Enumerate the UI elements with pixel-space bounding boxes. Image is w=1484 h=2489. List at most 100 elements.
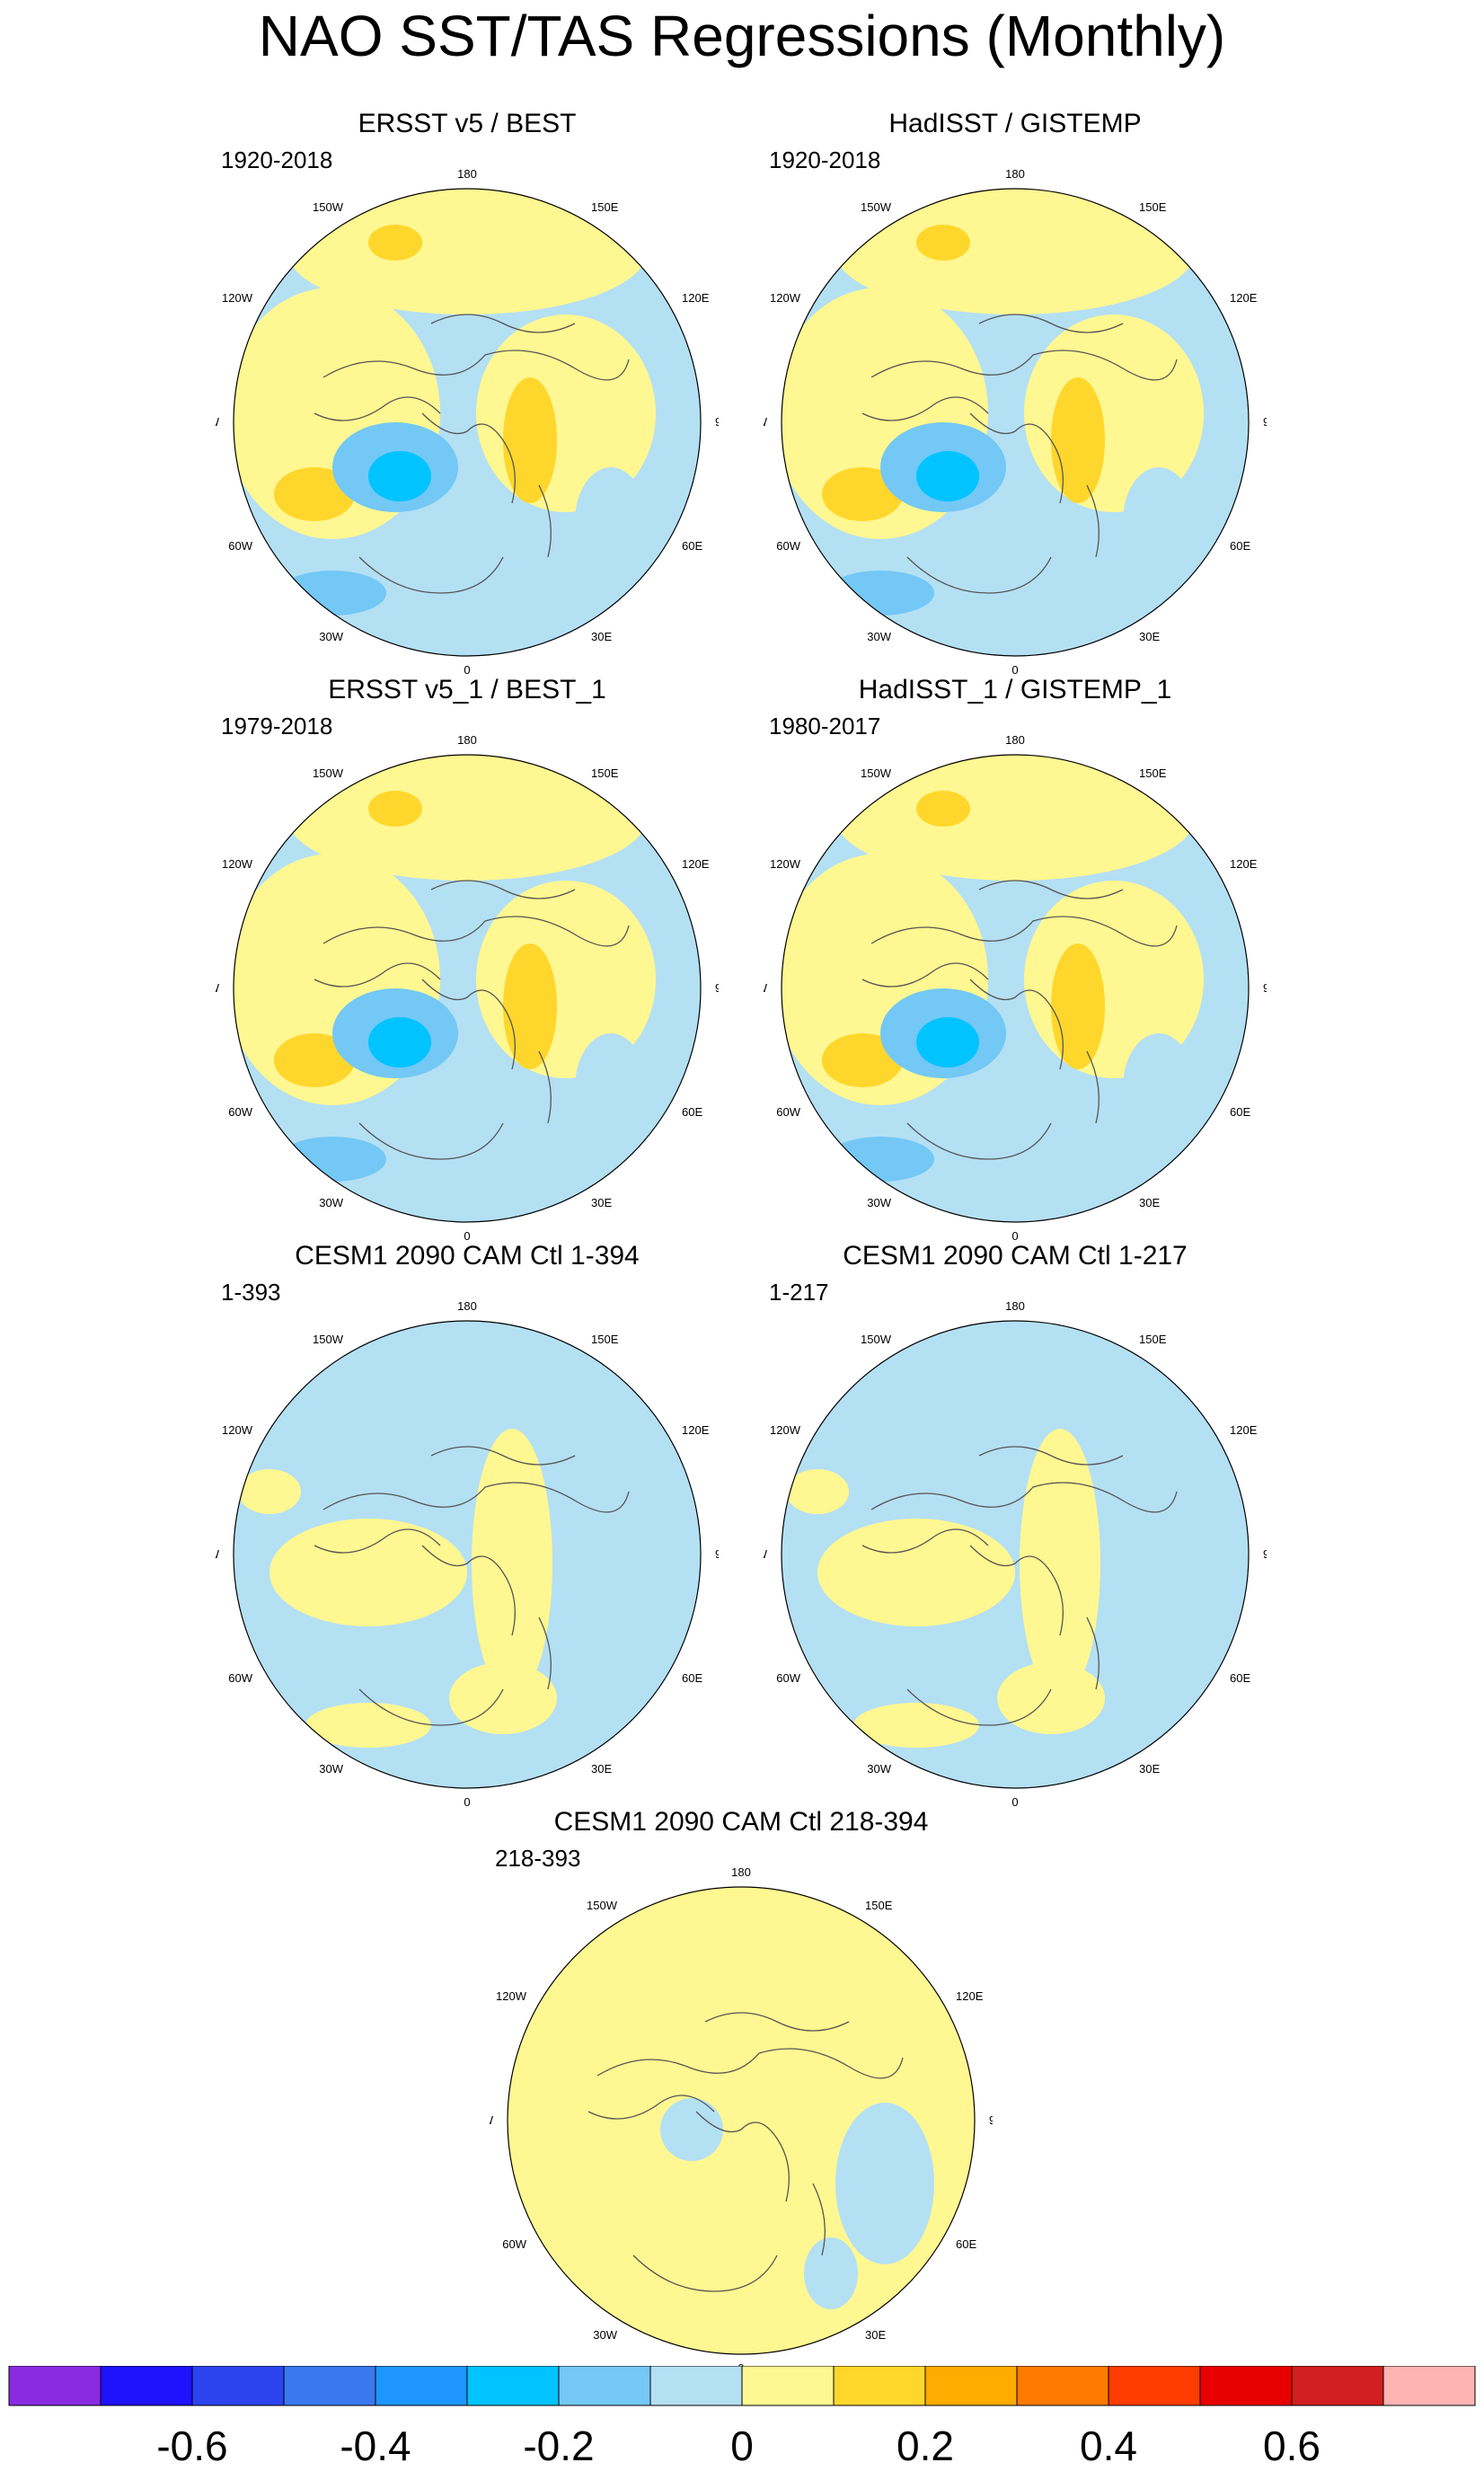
panel-period: 1920-2018	[769, 146, 881, 173]
coastline	[906, 556, 1052, 594]
coastline	[978, 1446, 1124, 1466]
longitude-label: 120W	[222, 1423, 253, 1437]
anomaly-region	[822, 1033, 903, 1087]
longitude-label: 90W	[764, 1547, 768, 1561]
map-panel: ERSST v5_1 / BEST_1 1979-2018 180 150E 120E 9…	[216, 674, 719, 1243]
colorbar-label: -0.6	[156, 2423, 227, 2469]
panel-title: HadISST / GISTEMP	[888, 109, 1142, 138]
polar-map: 180150E120E90E60E30E030W60W90W120W150W	[216, 733, 719, 1243]
longitude-label: 60E	[1230, 1105, 1250, 1119]
colorbar-swatch	[375, 2366, 468, 2406]
anomaly-region	[368, 1017, 431, 1067]
coastline	[870, 916, 1178, 947]
colorbar-label: -0.4	[340, 2423, 411, 2469]
map-boundary	[233, 1320, 702, 1789]
anomaly-region	[370, 428, 402, 453]
longitude-label: 150E	[1139, 1333, 1167, 1346]
panel-period: 1980-2017	[769, 713, 881, 740]
longitude-label: 60W	[228, 1105, 252, 1119]
coastline	[430, 314, 576, 333]
map-boundary	[233, 754, 702, 1223]
anomaly-region	[575, 467, 647, 575]
anomaly-region	[918, 428, 950, 453]
longitude-label: 60E	[682, 1105, 702, 1119]
longitude-label: 150W	[313, 1333, 344, 1346]
longitude-label: 30E	[591, 630, 612, 643]
longitude-label: 180	[731, 1865, 751, 1879]
longitude-label: 90W	[216, 415, 220, 429]
coastline	[969, 1545, 1064, 1636]
longitude-label: 60W	[776, 539, 800, 553]
longitude-label: 30E	[1139, 630, 1160, 643]
polar-map: 180150E120E90E60E30E030W60W90W120W150W	[764, 733, 1267, 1243]
anomaly-region	[804, 2237, 858, 2309]
coastline	[421, 1545, 516, 1636]
colorbar-swatch	[8, 2366, 102, 2406]
coastline	[632, 2254, 778, 2292]
coastline	[538, 1617, 552, 1690]
longitude-label: 60E	[1230, 539, 1250, 553]
longitude-label: 60W	[776, 1105, 800, 1119]
longitude-label: 30E	[865, 2328, 886, 2342]
coastline	[870, 1482, 1178, 1513]
longitude-label: 120W	[496, 1989, 527, 2003]
colorbar-swatch	[100, 2366, 193, 2406]
longitude-label: 90E	[1263, 415, 1267, 429]
colorbar-swatch	[283, 2366, 376, 2406]
anomaly-region	[660, 2098, 723, 2161]
coastline	[969, 412, 1064, 504]
coastline	[314, 962, 441, 988]
coastline	[812, 2183, 826, 2256]
anomaly-region	[916, 1017, 979, 1067]
longitude-label: 150E	[865, 1899, 893, 1912]
longitude-label: 90W	[490, 2113, 494, 2127]
anomaly-region	[1020, 1429, 1100, 1698]
anomaly-region	[997, 1662, 1105, 1734]
longitude-label: 90E	[1263, 981, 1267, 995]
map-panel: ERSST v5 / BEST 1920-2018 180 150E 120E 90E 60…	[216, 108, 719, 677]
colorbar-label: -0.2	[523, 2423, 594, 2469]
coastline	[421, 979, 516, 1070]
anomaly-region	[916, 225, 970, 261]
longitude-label: 60W	[228, 539, 252, 553]
anomaly-region	[786, 1469, 849, 1514]
anomaly-region	[817, 1519, 1015, 1626]
longitude-label: 150E	[1139, 766, 1167, 780]
longitude-label: 90E	[715, 981, 719, 995]
anomaly-region	[916, 791, 970, 827]
longitude-label: 30E	[1139, 1196, 1160, 1209]
anomaly-region	[269, 1519, 467, 1626]
coastline	[421, 412, 516, 504]
colorbar-swatch	[191, 2366, 285, 2406]
coastline	[1086, 484, 1100, 558]
polar-map: 180150E120E90E60E30E030W60W90W120W150W	[216, 1299, 719, 1809]
anomaly-region	[503, 377, 557, 503]
longitude-label: 120W	[770, 291, 801, 305]
longitude-label: 120E	[1230, 857, 1258, 871]
anomaly-region	[826, 571, 934, 616]
longitude-label: 180	[457, 733, 477, 747]
colorbar-swatch	[649, 2366, 743, 2406]
longitude-label: 150W	[861, 766, 892, 780]
anomaly-region	[370, 994, 402, 1019]
coastline	[314, 396, 441, 421]
longitude-label: 90E	[1263, 1547, 1267, 1561]
panel-period: 1979-2018	[221, 713, 333, 740]
map-panel: HadISST / GISTEMP 1920-2018 180 150E 120E 90E…	[764, 108, 1267, 677]
longitude-label: 150W	[313, 200, 344, 214]
longitude-label: 60E	[1230, 1671, 1250, 1685]
colorbar-label: 0.2	[897, 2423, 954, 2469]
longitude-label: 30E	[591, 1762, 612, 1776]
longitude-label: 150W	[313, 766, 344, 780]
coastline	[704, 2012, 850, 2032]
longitude-label: 180	[1005, 1299, 1025, 1313]
colorbar-swatch	[1291, 2366, 1384, 2406]
coastline	[430, 1446, 576, 1466]
polar-map: 180150E120E90E60E30E030W60W90W120W150W	[490, 1865, 993, 2375]
colorbar-label: 0.6	[1263, 2423, 1321, 2469]
longitude-label: 30W	[319, 1196, 343, 1209]
longitude-label: 120E	[1230, 291, 1258, 305]
longitude-label: 60E	[682, 539, 702, 553]
longitude-label: 150W	[861, 200, 892, 214]
longitude-label: 150W	[861, 1333, 892, 1346]
